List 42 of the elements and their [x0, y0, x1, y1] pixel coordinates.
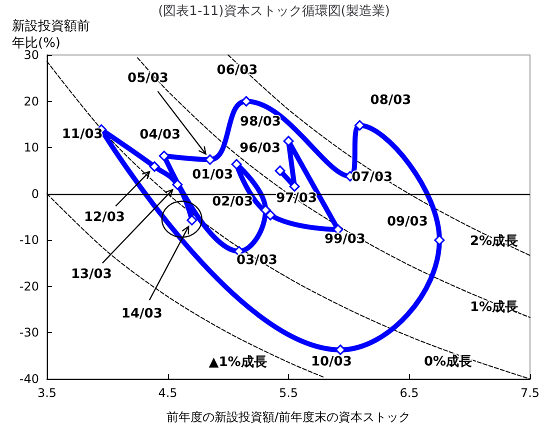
annotation: 14/03: [121, 306, 162, 322]
x-tick-label: 5.5: [278, 386, 298, 400]
series-label: 0%成長: [424, 354, 472, 370]
annotation: 08/03: [370, 92, 412, 108]
y-tick-label: -20: [19, 279, 39, 294]
annotation: 02/03: [212, 194, 254, 210]
y-tick-label: 0: [31, 186, 39, 201]
point: [172, 179, 183, 190]
chart-title: (図表1-11)資本ストック循環図(製造業): [158, 4, 390, 19]
point: [274, 165, 286, 176]
annotation: 96/03: [240, 141, 281, 156]
annotation: 01/03: [192, 168, 234, 183]
annotation: 09/03: [386, 214, 428, 230]
x-tick-label: 3.5: [37, 386, 57, 400]
annotation: 05/03: [128, 71, 168, 86]
y-tick-label: 10: [24, 140, 39, 155]
annotation: 99/03: [324, 232, 366, 247]
point: [149, 161, 160, 172]
x-axis-title: 前年度の新設投資額/前年度末の資本ストック: [166, 410, 411, 424]
x-tick-label: 4.5: [158, 386, 178, 400]
point: [231, 158, 242, 170]
annotation: 98/03: [240, 114, 281, 130]
point: [289, 181, 300, 192]
y-tick-label: 30: [24, 48, 39, 62]
point: [186, 214, 198, 226]
y-axis-title: 新設投資額前年比(%): [12, 19, 90, 51]
annotation: 11/03: [62, 127, 103, 142]
point: [283, 136, 294, 146]
series-label: ▲1%成長: [208, 355, 267, 370]
y-tick-label: -10: [19, 233, 39, 248]
y-tick-label: -40: [19, 372, 39, 386]
x-tick-label: 6.5: [400, 386, 419, 400]
point: [265, 210, 276, 220]
annotation: 04/03: [140, 127, 181, 142]
annotation: 12/03: [84, 210, 125, 226]
annotation: 10/03: [310, 354, 352, 370]
y-tick-label: -30: [19, 326, 39, 340]
point: [158, 150, 170, 162]
x-tick-label: 7.5: [520, 386, 540, 400]
annotation: 13/03: [70, 267, 112, 282]
y-tick-label: 20: [24, 94, 39, 108]
point: [354, 120, 365, 131]
